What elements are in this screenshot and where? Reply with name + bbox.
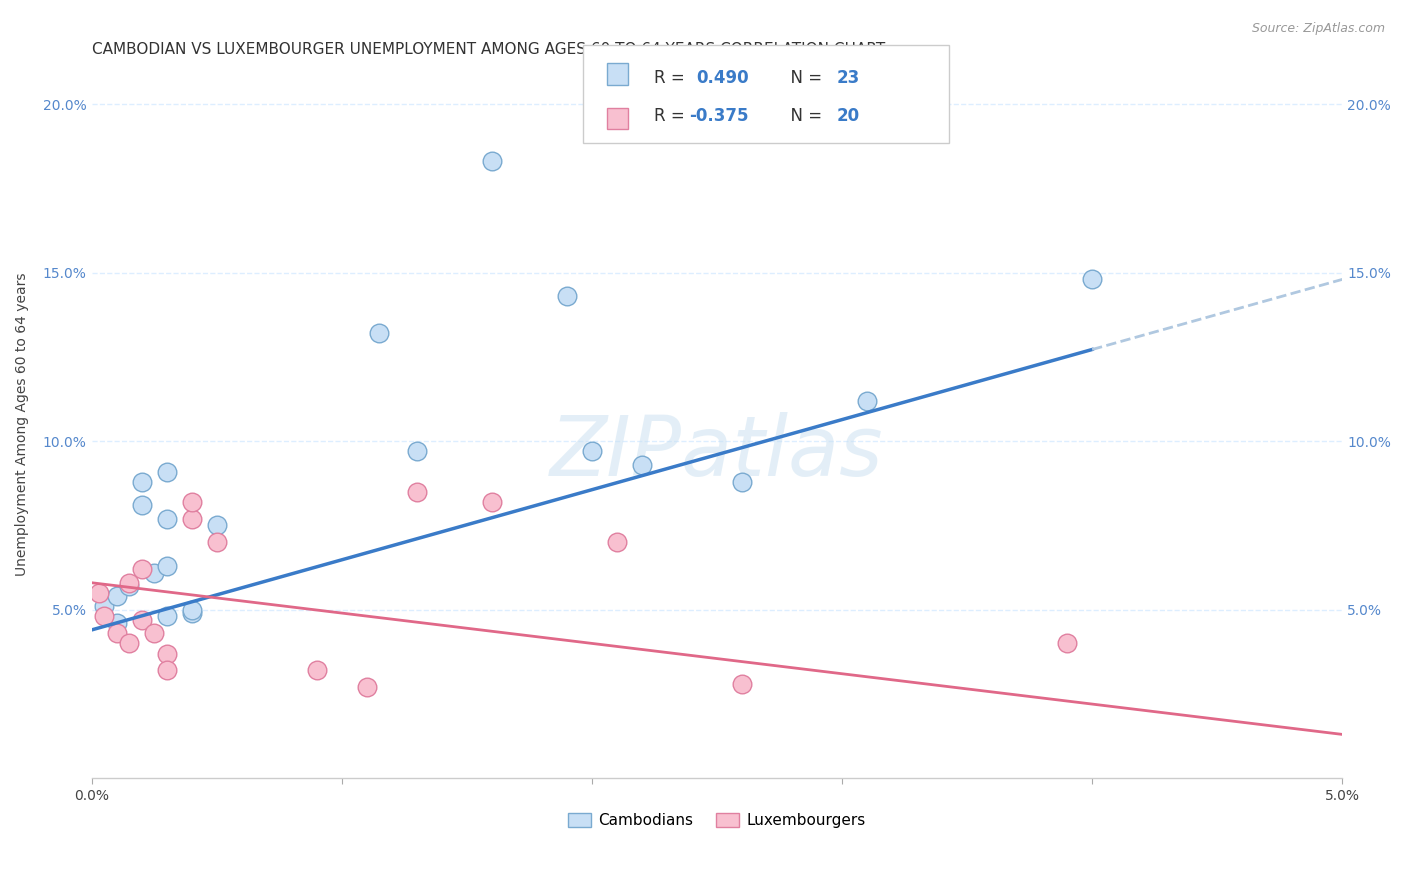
Cambodians [180, 603, 202, 617]
Cambodians [856, 393, 879, 408]
Luxembourgers [481, 495, 503, 509]
Legend: Cambodians, Luxembourgers: Cambodians, Luxembourgers [561, 807, 872, 834]
Luxembourgers [156, 647, 179, 661]
Luxembourgers [405, 484, 427, 499]
Text: ZIPatlas: ZIPatlas [550, 412, 884, 493]
Luxembourgers [131, 562, 153, 576]
Cambodians [118, 579, 141, 593]
Cambodians [131, 498, 153, 512]
Text: CAMBODIAN VS LUXEMBOURGER UNEMPLOYMENT AMONG AGES 60 TO 64 YEARS CORRELATION CHA: CAMBODIAN VS LUXEMBOURGER UNEMPLOYMENT A… [91, 42, 884, 57]
Luxembourgers [131, 613, 153, 627]
Cambodians [631, 458, 654, 472]
Cambodians [156, 465, 179, 479]
Luxembourgers [118, 636, 141, 650]
Text: 0.490: 0.490 [696, 69, 748, 87]
Cambodians [405, 444, 427, 458]
Cambodians [368, 326, 391, 341]
Luxembourgers [1056, 636, 1078, 650]
Luxembourgers [118, 575, 141, 590]
Cambodians [481, 154, 503, 169]
Cambodians [180, 606, 202, 620]
Luxembourgers [105, 626, 128, 640]
Luxembourgers [156, 664, 179, 678]
Luxembourgers [731, 677, 754, 691]
Luxembourgers [143, 626, 166, 640]
Luxembourgers [356, 680, 378, 694]
Y-axis label: Unemployment Among Ages 60 to 64 years: Unemployment Among Ages 60 to 64 years [15, 273, 30, 576]
Cambodians [156, 511, 179, 525]
Luxembourgers [180, 495, 202, 509]
Text: N =: N = [780, 107, 828, 125]
Cambodians [581, 444, 603, 458]
Text: R =: R = [654, 107, 690, 125]
Luxembourgers [93, 609, 115, 624]
Text: R =: R = [654, 69, 690, 87]
Cambodians [1081, 272, 1104, 286]
Cambodians [143, 566, 166, 580]
Cambodians [205, 518, 228, 533]
Cambodians [555, 289, 578, 303]
Luxembourgers [205, 535, 228, 549]
Text: N =: N = [780, 69, 828, 87]
Cambodians [93, 599, 115, 614]
Cambodians [105, 616, 128, 631]
Text: 23: 23 [837, 69, 860, 87]
Luxembourgers [606, 535, 628, 549]
Cambodians [731, 475, 754, 489]
Cambodians [156, 558, 179, 573]
Luxembourgers [180, 511, 202, 525]
Cambodians [105, 589, 128, 603]
Text: Source: ZipAtlas.com: Source: ZipAtlas.com [1251, 22, 1385, 36]
Luxembourgers [89, 586, 111, 600]
Cambodians [156, 609, 179, 624]
Text: 20: 20 [837, 107, 859, 125]
Luxembourgers [305, 664, 328, 678]
Cambodians [131, 475, 153, 489]
Text: -0.375: -0.375 [689, 107, 748, 125]
